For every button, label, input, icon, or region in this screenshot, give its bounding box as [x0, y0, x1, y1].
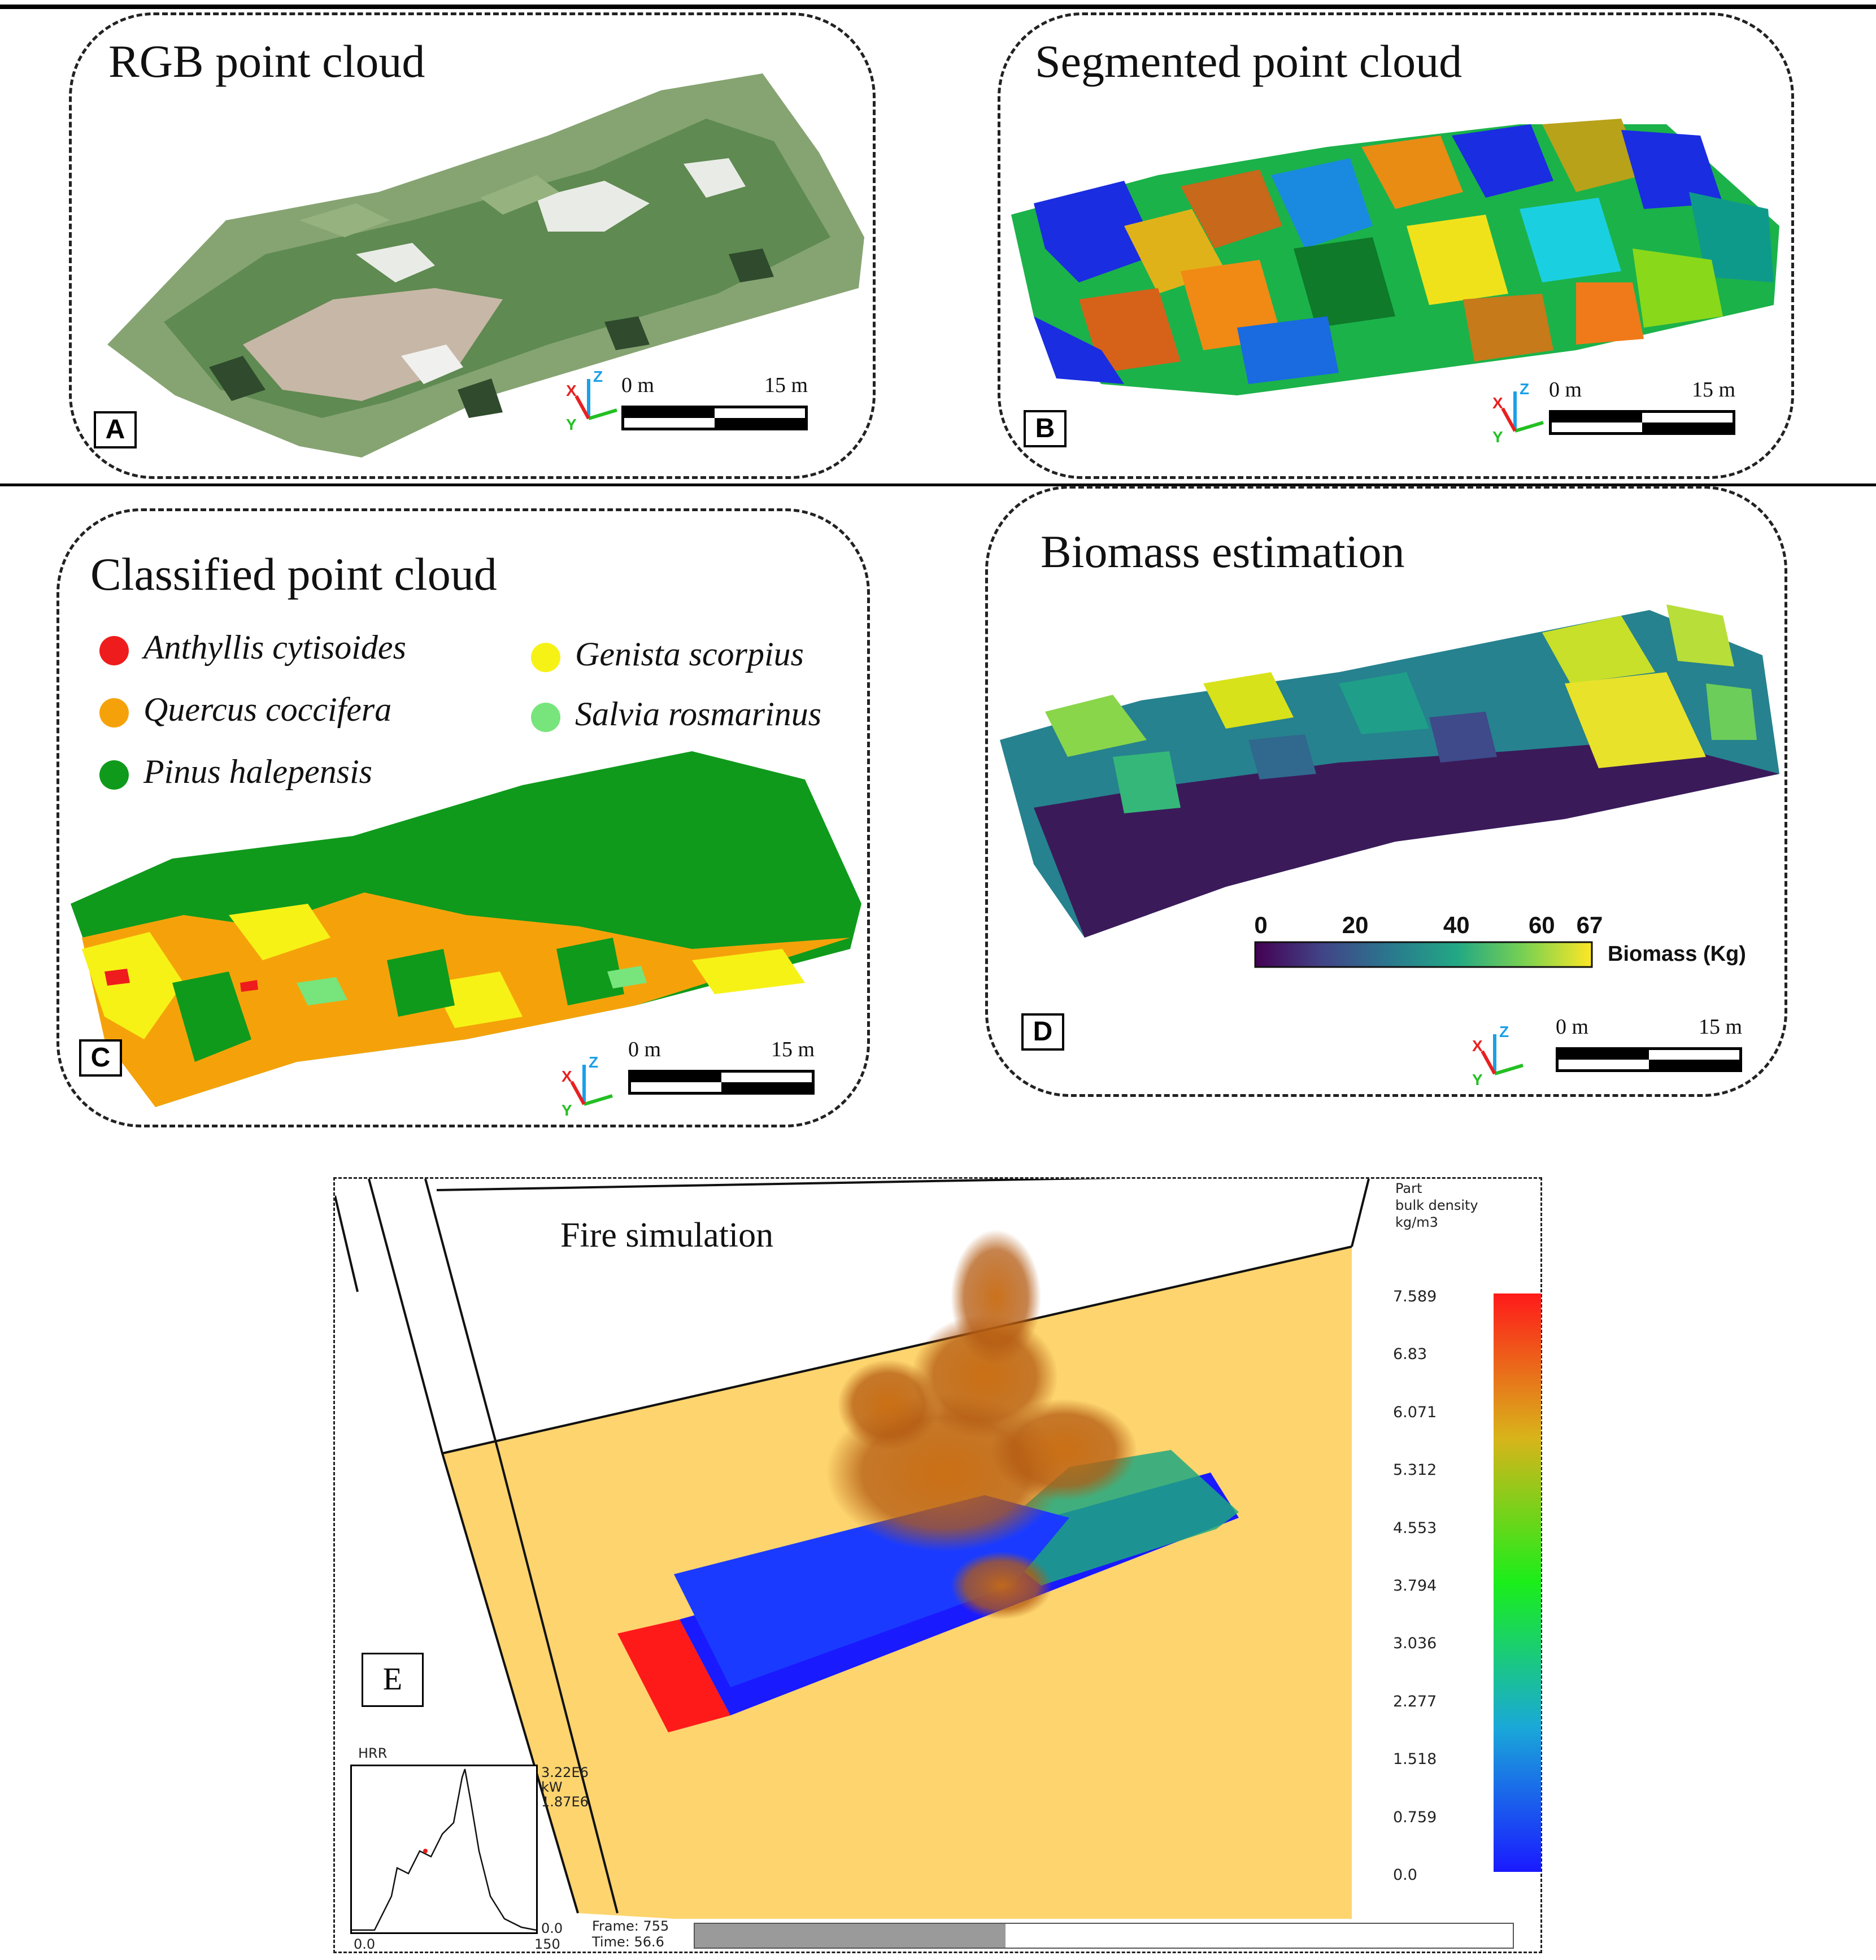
legend-swatch — [99, 636, 129, 665]
scale-start: 0 m — [621, 373, 655, 397]
panel-d-frame — [985, 486, 1787, 1097]
fds-tick-label: 0.759 — [1393, 1808, 1437, 1826]
axis-x-label: X — [562, 1068, 572, 1085]
hrr-xmin: 0.0 — [354, 1936, 376, 1952]
panel-b-scale-bar: 0 m 15 m — [1549, 377, 1735, 451]
panel-d-scale-bar: 0 m 15 m — [1556, 1014, 1742, 1088]
time-slider-fill — [695, 1924, 1006, 1948]
panel-c-title: Classified point cloud — [90, 548, 497, 600]
panel-a-frame — [69, 12, 876, 479]
panel-c-axes-icon: Z X Y — [562, 1053, 613, 1118]
axis-y-label: Y — [1472, 1071, 1483, 1088]
panel-a-scale-bar: 0 m 15 m — [621, 373, 808, 446]
legend-swatch — [531, 643, 560, 672]
fds-colorbar-ticks: 7.589 6.83 6.071 5.312 4.553 3.794 3.036 2.277 1… — [1393, 1288, 1489, 1887]
fire-simulation-view — [335, 1179, 1370, 1919]
hrr-ymax: 3.22E6 — [541, 1765, 589, 1780]
rgb-point-cloud — [107, 73, 864, 458]
panel-e-label: E — [362, 1653, 424, 1707]
scale-end: 15 m — [1691, 378, 1735, 402]
panel-a-axes-icon: Z X Y — [566, 368, 617, 433]
legend-label: Quercus coccifera — [143, 691, 392, 728]
biomass-tick-label: 20 — [1342, 912, 1369, 938]
scale-end: 15 m — [764, 373, 808, 397]
legend-label: Genista scorpius — [575, 635, 804, 673]
panel-d-title: Biomass estimation — [1041, 526, 1405, 577]
hrr-current: 1.87E6 — [541, 1794, 589, 1810]
hrr-unit: kW — [541, 1779, 563, 1795]
scale-start: 0 m — [1549, 378, 1582, 402]
axis-z-label: Z — [589, 1053, 598, 1071]
classified-point-cloud — [71, 751, 861, 1107]
fds-tick-label: 2.277 — [1393, 1692, 1437, 1710]
axis-z-label: Z — [593, 368, 603, 385]
legend-swatch — [99, 698, 129, 728]
panel-c-label: C — [79, 1039, 122, 1077]
axis-x-label: X — [566, 382, 577, 399]
biomass-tick-label: 60 — [1528, 912, 1555, 938]
hrr-ymin: 0.0 — [541, 1920, 563, 1936]
hrr-title: HRR — [358, 1745, 388, 1761]
biomass-colorbar-ticks: 0 20 40 60 67 — [1254, 912, 1603, 940]
legend-label: Salvia rosmarinus — [575, 695, 822, 733]
panel-e-frame — [333, 1177, 1542, 1953]
fds-colorbar-title-3: kg/m3 — [1395, 1214, 1438, 1230]
hrr-plot — [350, 1765, 538, 1934]
panel-a-title: RGB point cloud — [108, 36, 425, 87]
legend-label: Pinus halepensis — [143, 753, 372, 790]
time-readout: Time: 56.6 — [592, 1934, 664, 1950]
panel-b-axes-icon: Z X Y — [1492, 380, 1544, 445]
fds-tick-label: 4.553 — [1393, 1519, 1437, 1537]
fds-tick-label: 6.071 — [1393, 1403, 1437, 1421]
legend-label: Anthyllis cytisoides — [143, 629, 406, 666]
scale-start: 0 m — [628, 1038, 661, 1061]
panel-d-label: D — [1021, 1013, 1064, 1051]
scale-end: 15 m — [1698, 1015, 1742, 1039]
scale-end: 15 m — [771, 1038, 815, 1061]
hrr-xmax: 150 — [534, 1936, 560, 1952]
fds-tick-label: 5.312 — [1393, 1461, 1437, 1479]
segmented-point-cloud — [1011, 119, 1779, 395]
legend-swatch — [99, 760, 129, 790]
legend-swatch — [531, 703, 560, 732]
fds-tick-label: 0.0 — [1393, 1866, 1417, 1884]
axis-x-label: X — [1472, 1037, 1483, 1055]
panel-d-axes-icon: Z X Y — [1472, 1023, 1524, 1088]
panel-c-frame — [56, 508, 870, 1127]
panel-b-label: B — [1024, 410, 1067, 447]
scale-start: 0 m — [1556, 1015, 1589, 1039]
panel-b-title: Segmented point cloud — [1035, 36, 1463, 87]
fds-tick-label: 3.794 — [1393, 1577, 1437, 1595]
axis-x-label: X — [1492, 394, 1503, 412]
biomass-colorbar — [1254, 941, 1593, 968]
axis-z-label: Z — [1520, 380, 1529, 398]
fds-colorbar-title-2: bulk density — [1395, 1197, 1478, 1213]
axis-z-label: Z — [1499, 1023, 1509, 1040]
panel-b-frame — [998, 12, 1794, 479]
middle-rule — [0, 484, 1876, 486]
frame-readout: Frame: 755 — [592, 1918, 669, 1934]
biomass-colorbar-unit: Biomass (Kg) — [1608, 942, 1746, 966]
axis-y-label: Y — [566, 416, 577, 433]
biomass-tick-label: 67 — [1576, 912, 1603, 938]
fds-tick-label: 3.036 — [1393, 1635, 1437, 1653]
fds-colorbar-title-1: Part — [1395, 1181, 1422, 1196]
time-slider[interactable] — [694, 1923, 1514, 1949]
axis-y-label: Y — [1492, 428, 1503, 445]
panel-a-label: A — [94, 411, 137, 448]
fds-tick-label: 6.83 — [1393, 1345, 1427, 1364]
axis-y-label: Y — [562, 1101, 572, 1118]
top-rule — [0, 5, 1876, 9]
biomass-tick-label: 40 — [1443, 912, 1470, 938]
fds-tick-label: 7.589 — [1393, 1288, 1437, 1305]
biomass-tick-label: 0 — [1254, 912, 1268, 938]
fds-tick-label: 1.518 — [1393, 1750, 1437, 1769]
biomass-point-cloud — [1000, 604, 1779, 938]
panel-e-title: Fire simulation — [560, 1216, 774, 1255]
panel-c-scale-bar: 0 m 15 m — [628, 1037, 815, 1110]
fds-colorbar — [1494, 1293, 1541, 1872]
